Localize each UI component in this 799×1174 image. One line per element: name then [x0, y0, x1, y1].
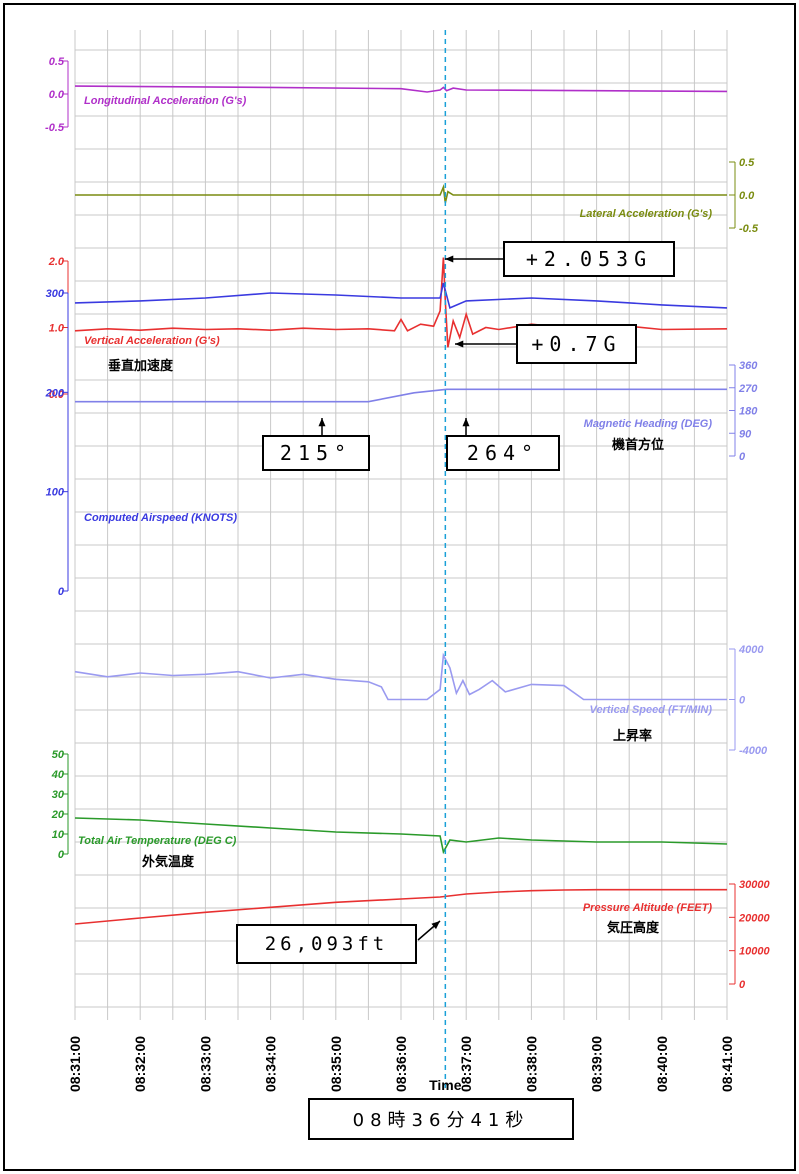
- series-line: [74, 652, 727, 701]
- series-label-jp: 外気温度: [141, 854, 195, 870]
- x-tick-label: 08:35:00: [328, 1036, 344, 1092]
- callout-arrowhead: [455, 340, 464, 348]
- callout-arrowhead: [318, 418, 326, 427]
- axis-tick-label: 20000: [738, 912, 770, 924]
- axis-tick-label: 0: [739, 695, 746, 707]
- series-line: [75, 388, 727, 403]
- series-label: Total Air Temperature (DEG C): [78, 835, 237, 847]
- x-tick-label: 08:32:00: [132, 1036, 148, 1092]
- x-axis-label: Time: [429, 1077, 462, 1093]
- series-line: [74, 817, 728, 855]
- axis-tick-label: 30000: [739, 879, 770, 891]
- series-label: Longitudinal Acceleration (G's): [84, 95, 247, 107]
- x-tick-label: 08:38:00: [523, 1036, 539, 1092]
- series-label: Magnetic Heading (DEG): [584, 418, 713, 430]
- x-tick-label: 08:31:00: [67, 1036, 83, 1092]
- x-tick-label: 08:33:00: [197, 1036, 213, 1092]
- series-label: Vertical Acceleration (G's): [84, 335, 220, 347]
- series-label-jp: 垂直加速度: [108, 358, 174, 374]
- series-label: Vertical Speed (FT/MIN): [590, 704, 713, 716]
- callout-event-time: 08時36分41秒: [308, 1098, 574, 1140]
- callout-heading-after: 264°: [446, 435, 560, 471]
- axis-tick-label: 100: [46, 487, 65, 499]
- callout-arrowhead: [431, 921, 440, 930]
- axis-tick-label: -4000: [739, 745, 768, 757]
- axis-tick-label: 50: [52, 749, 65, 761]
- series-line: [74, 888, 727, 925]
- callout-arrowhead: [445, 255, 454, 263]
- axis-tick-label: 20: [51, 809, 65, 821]
- axis-tick-label: 180: [739, 406, 758, 418]
- series-label-jp: 気圧高度: [607, 920, 660, 936]
- axis-tick-label: -0.5: [739, 223, 759, 235]
- x-tick-label: 08:41:00: [719, 1036, 735, 1092]
- axis-tick-label: 30: [52, 789, 65, 801]
- chart-frame: [3, 3, 796, 1171]
- axis-tick-label: 0: [58, 586, 65, 598]
- series-label-jp: 機首方位: [612, 437, 664, 453]
- axis-tick-label: -0.5: [45, 122, 65, 134]
- series-label: Lateral Acceleration (G's): [580, 208, 713, 220]
- series-label: Computed Airspeed (KNOTS): [84, 512, 237, 524]
- callout-altitude: 26,093ft: [236, 924, 417, 964]
- axis-tick-label: 40: [51, 769, 65, 781]
- axis-tick-label: 300: [46, 288, 65, 300]
- x-tick-label: 08:36:00: [393, 1036, 409, 1092]
- callout-heading-before: 215°: [262, 435, 370, 471]
- axis-tick-label: 0.5: [49, 56, 65, 68]
- callout-g-min: +0.7G: [516, 324, 637, 364]
- axis-tick-label: 0: [739, 979, 746, 991]
- x-tick-label: 08:40:00: [654, 1036, 670, 1092]
- axis-tick-label: 0.5: [739, 157, 755, 169]
- axis-tick-label: 90: [739, 428, 752, 440]
- axis-tick-label: 4000: [738, 644, 764, 656]
- series-label: Pressure Altitude (FEET): [583, 902, 713, 914]
- x-tick-label: 08:39:00: [589, 1036, 605, 1092]
- axis-tick-label: 1.0: [49, 323, 65, 335]
- series-label-jp: 上昇率: [613, 728, 652, 744]
- axis-tick-label: 0.0: [739, 190, 755, 202]
- axis-tick-label: 10: [52, 829, 65, 841]
- axis-tick-label: 0.0: [49, 89, 65, 101]
- x-tick-label: 08:37:00: [458, 1036, 474, 1092]
- axis-tick-label: 270: [738, 383, 758, 395]
- axis-tick-label: 200: [45, 387, 65, 399]
- series-line: [74, 282, 728, 310]
- axis-tick-label: 2.0: [48, 256, 65, 268]
- axis-tick-label: 0.0: [49, 389, 65, 401]
- callout-arrowhead: [462, 418, 470, 427]
- callout-g-peak: +2.053G: [503, 241, 675, 277]
- x-tick-label: 08:34:00: [263, 1036, 279, 1092]
- axis-tick-label: 10000: [739, 946, 770, 958]
- series-line: [74, 85, 728, 93]
- axis-tick-label: 360: [739, 360, 758, 372]
- axis-tick-label: 0: [58, 849, 65, 861]
- axis-tick-label: 0: [739, 451, 746, 463]
